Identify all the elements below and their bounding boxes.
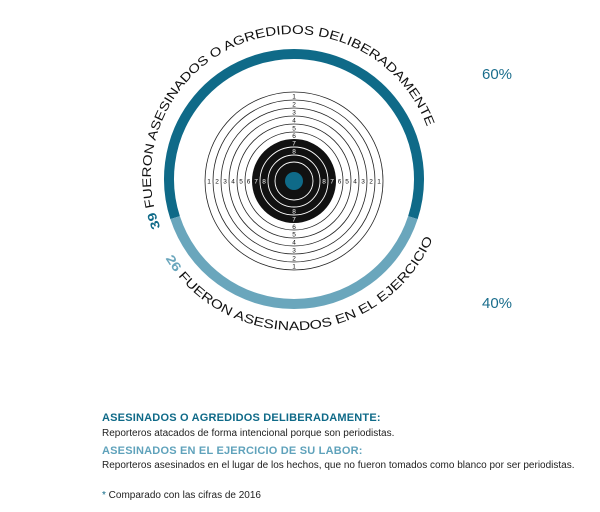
target-score-label: 6 [247, 179, 251, 186]
target-score-label: 5 [345, 179, 349, 186]
target-inner-ring-3 [274, 161, 314, 201]
target-score-label: 8 [262, 179, 266, 186]
legend-heading-deliberate: ASESINADOS O AGREDIDOS DELIBERADAMENTE: [102, 412, 381, 424]
target-inner-ring-1 [259, 146, 329, 216]
target-score-label: 5 [292, 126, 296, 133]
target-score-label: 6 [338, 179, 342, 186]
ring-segment-on-duty [170, 216, 418, 309]
target-score-label: 1 [377, 179, 381, 186]
footnote: * Comparado con las cifras de 2016 [102, 490, 261, 501]
target-score-label: 4 [231, 179, 235, 186]
target-score-label: 5 [292, 232, 296, 239]
target-score-label: 2 [369, 179, 373, 186]
percent-deliberate: 60% [482, 66, 513, 83]
target-score-label: 2 [215, 179, 219, 186]
target-score-label: 2 [292, 256, 296, 263]
target-score-label: 6 [292, 224, 296, 231]
target-score-label: 4 [292, 118, 296, 125]
target-score-label: 8 [292, 209, 296, 216]
target-score-label: 8 [322, 179, 326, 186]
legend-text-on-duty: Reporteros asesinados en el lugar de los… [102, 460, 575, 471]
target-score-label: 1 [207, 179, 211, 186]
target-inner-ring-2 [267, 154, 321, 208]
target-score-label: 7 [330, 179, 334, 186]
target-score-label: 3 [223, 179, 227, 186]
legend-text-deliberate: Reporteros atacados de forma intencional… [102, 428, 395, 439]
bullseye [285, 172, 303, 190]
target-score-label: 3 [292, 248, 296, 255]
target-score-label: 5 [239, 179, 243, 186]
target-score-label: 1 [292, 94, 296, 101]
target-score-label: 7 [292, 141, 296, 148]
target-score-label: 3 [361, 179, 365, 186]
count-deliberate: 39 [145, 211, 164, 232]
legend-heading-on-duty: ASESINADOS EN EL EJERCICIO DE SU LABOR: [102, 445, 363, 457]
target-score-label: 6 [292, 133, 296, 140]
target-score-label: 4 [353, 179, 357, 186]
target-score-label: 1 [292, 264, 296, 271]
percent-on-duty: 40% [482, 295, 513, 312]
target-score-label: 2 [292, 102, 296, 109]
target-score-label: 4 [292, 240, 296, 247]
footnote-text: Comparado con las cifras de 2016 [105, 490, 261, 501]
target-score-label: 7 [292, 217, 296, 224]
ring-segment-deliberate [164, 49, 424, 220]
footnote-mark: * [102, 490, 106, 501]
target-score-label: 7 [254, 179, 258, 186]
target-score-label: 3 [292, 110, 296, 117]
target-score-label: 8 [292, 149, 296, 156]
